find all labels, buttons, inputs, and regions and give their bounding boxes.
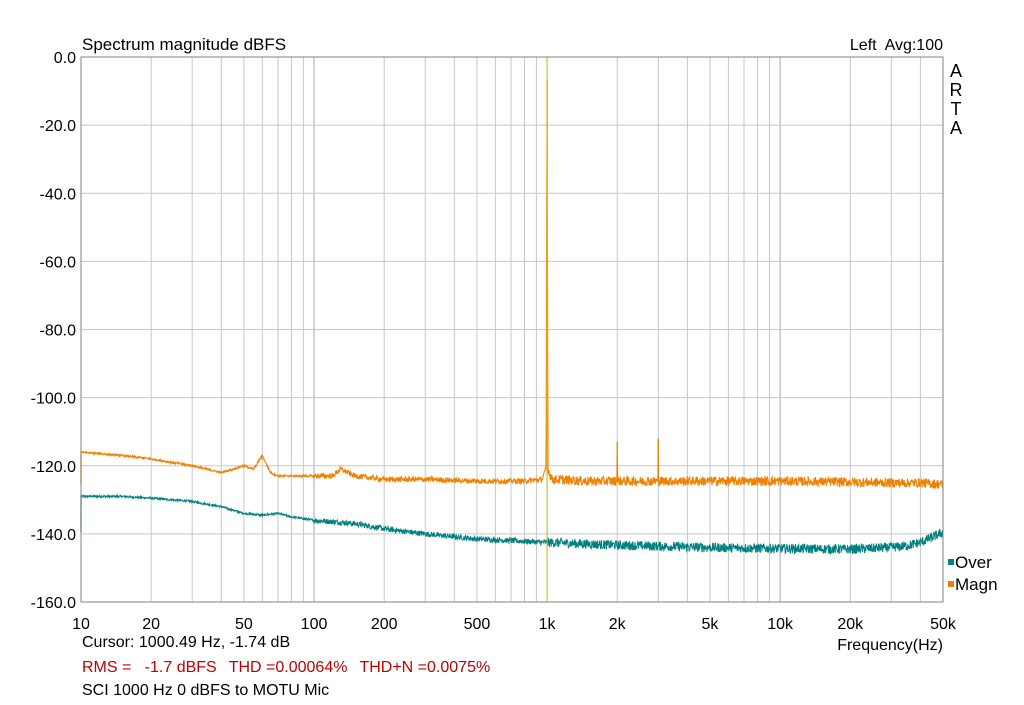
x-tick-label: 500 [464, 616, 491, 633]
y-tick-labels: 0.0 -20.0 -40.0 -60.0 -80.0 -100.0 -120.0 -140.… [31, 50, 76, 612]
measurement-description: SCI 1000 Hz 0 dBFS to MOTU Mic [82, 682, 330, 699]
channel-label: Left [850, 37, 877, 54]
thd-value: THD =0.00064% [228, 659, 348, 676]
series-line-over [80, 493, 944, 556]
averaging-label: Avg:100 [885, 37, 944, 54]
legend-over-label: Over [955, 553, 992, 572]
y-tick-label: -40.0 [40, 186, 77, 203]
x-tick-label: 5k [702, 616, 720, 633]
y-tick-label: -140.0 [31, 527, 76, 544]
x-tick-label: 100 [301, 616, 328, 633]
x-axis-label: Frequency(Hz) [837, 637, 943, 654]
x-tick-label: 200 [371, 616, 398, 633]
y-tick-label: -20.0 [40, 118, 77, 135]
y-tick-label: -160.0 [31, 595, 76, 612]
legend: Over Magn [948, 553, 998, 594]
x-tick-label: 20 [142, 616, 160, 633]
y-tick-label: -80.0 [40, 323, 77, 340]
chart-title: Spectrum magnitude dBFS [82, 35, 286, 54]
plot-frame [80, 56, 944, 603]
legend-magn-label: Magn [955, 575, 998, 594]
brand-letter: A [950, 61, 962, 81]
y-tick-label: 0.0 [54, 50, 76, 67]
brand-letter: A [950, 118, 962, 138]
y-tick-label: -60.0 [40, 254, 77, 271]
x-tick-labels: 10 20 50 100 200 500 1k 2k 5k 10k 20k 50k [72, 616, 957, 633]
legend-magn-swatch [948, 581, 954, 587]
y-tick-label: -100.0 [31, 391, 76, 408]
channel-averaging: Left Avg:100 [850, 37, 943, 54]
legend-over-swatch [948, 559, 954, 565]
x-tick-label: 50k [930, 616, 957, 633]
x-tick-label: 20k [837, 616, 864, 633]
rms-value: RMS = -1.7 dBFS [82, 659, 217, 676]
brand-letter: R [950, 80, 963, 100]
y-tick-label: -120.0 [31, 459, 76, 476]
x-tick-label: 50 [235, 616, 253, 633]
x-tick-label: 10k [767, 616, 794, 633]
x-tick-label: 1k [539, 616, 557, 633]
thdn-value: THD+N =0.0075% [359, 659, 491, 676]
brand-letter: T [951, 99, 962, 119]
series-line-magn [80, 104, 944, 490]
x-tick-label: 2k [609, 616, 627, 633]
x-tick-label: 10 [72, 616, 90, 633]
measurement-line: RMS = -1.7 dBFS THD =0.00064% THD+N =0.007… [82, 659, 490, 677]
cursor-readout: Cursor: 1000.49 Hz, -1.74 dB [82, 634, 291, 651]
